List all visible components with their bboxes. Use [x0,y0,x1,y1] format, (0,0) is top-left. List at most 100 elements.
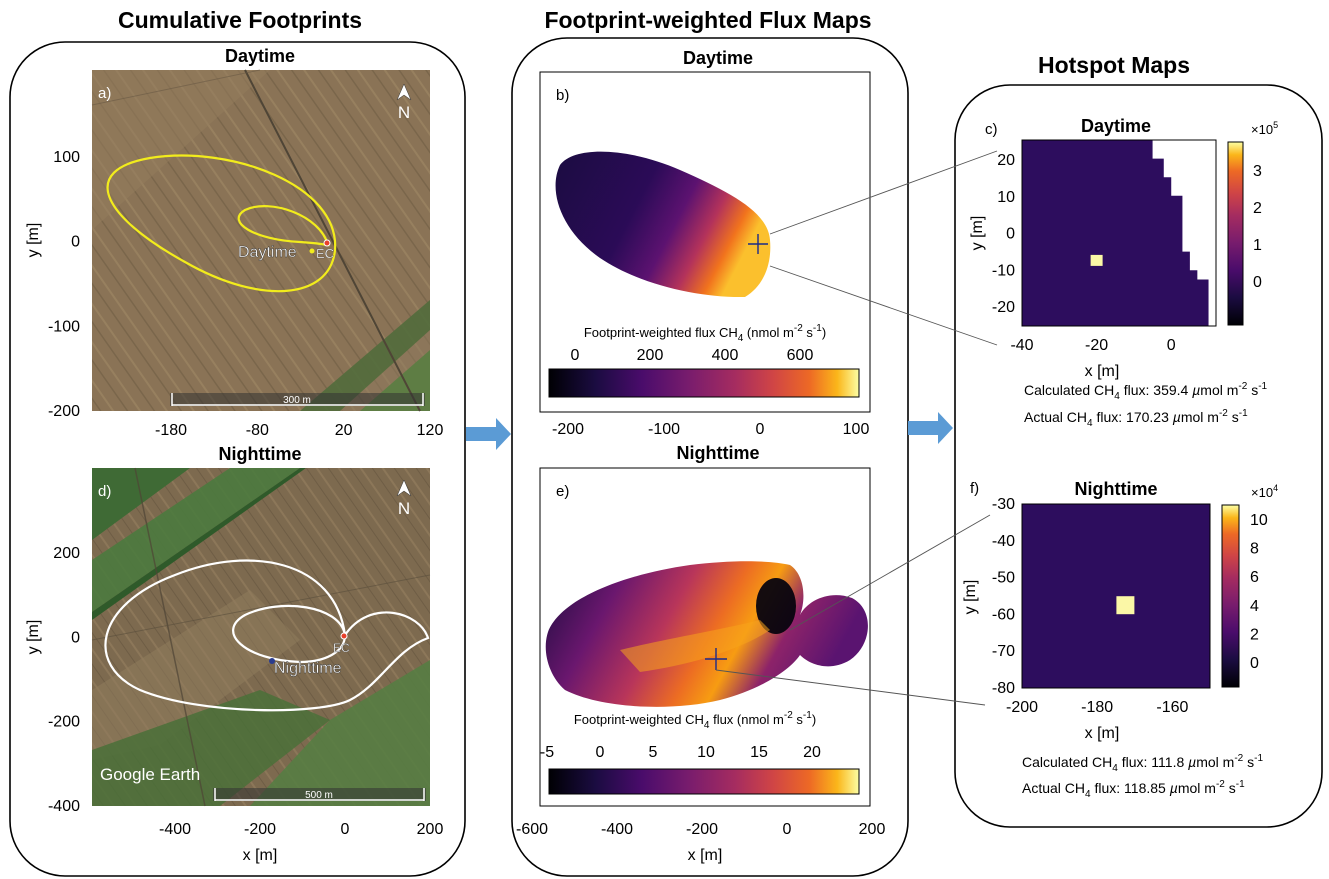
x-axis-ticks: -400 -200 0 200 [159,821,443,838]
connector-line [789,514,991,631]
x-tick-label: -200 [244,821,276,838]
x-tick-label: -80 [246,422,269,439]
y-axis-label: y [m] [25,620,42,655]
x-tick-label: 10 [697,744,715,761]
x-tick-label: -400 [159,821,191,838]
axes-box [539,71,871,413]
colorbar [1227,141,1244,326]
arrow-right-icon [908,412,953,444]
daytime-marker [309,248,315,254]
no-data-region [1152,140,1216,326]
svg-text:300 m: 300 m [283,395,311,406]
panel-d: Nighttime Nighttime EC d) N Google Earth [25,444,443,864]
panel-f: Nighttime f) -30 -40 -50 -60 -70 -80 -200 -180… [962,479,1278,800]
x-tick-label: 0 [596,744,605,761]
arrow-right-icon [466,418,511,450]
panel-a-letter: a) [98,85,111,102]
y-tick-label: 10 [997,189,1015,206]
x-tick-label: 15 [750,744,768,761]
y-tick-label: -40 [992,533,1015,550]
colorbar-ticks: -5 0 5 10 15 20 [540,744,821,761]
footprint-contour-outer [104,559,430,712]
x-axis-ticks: -200 -180 -160 [1006,699,1189,716]
scale-bar: 500 m [213,788,426,801]
y-tick-label: -30 [992,496,1015,513]
x-axis-label: x [m] [688,847,723,864]
axes-box [539,467,871,807]
y-axis-label: y [m] [962,580,979,615]
colorbar [548,368,860,398]
colorbar-multiplier: ×105 [1251,120,1278,137]
x-tick-label: -180 [1081,699,1113,716]
y-tick-label: 0 [1006,226,1015,243]
frame-footprints [9,41,466,877]
y-tick-label: 0 [71,234,80,251]
y-tick-label: 8 [1250,541,1259,558]
x-tick-label: -100 [648,421,680,438]
panel-a: Daytime Daytime EC a) N 300 m 100 0 -100 [25,46,443,439]
y-tick-label: -200 [48,403,80,420]
y-axis-ticks: 20 10 0 -10 -20 [992,152,1015,316]
panel-d-letter: d) [98,483,111,500]
y-tick-label: 10 [1250,512,1268,529]
y-tick-label: -100 [48,318,80,335]
ec-tower-marker [340,632,348,640]
x-tick-label: 5 [649,744,658,761]
nighttime-marker [269,658,275,664]
x-tick-label: 0 [783,821,792,838]
axes-box [1021,139,1217,327]
y-tick-label: 200 [53,545,80,562]
satellite-map-night [91,467,431,807]
frame-hotspot [954,84,1323,828]
y-tick-label: 2 [1250,626,1259,643]
section-title-footprints: Cumulative Footprints [118,7,362,33]
y-axis-label: y [m] [969,216,986,251]
ec-label: EC [316,246,334,261]
x-tick-label: -200 [552,421,584,438]
y-tick-label: 100 [53,149,80,166]
panel-b: Daytime b) Footprint-weighted flux CH4 (… [539,48,871,438]
x-tick-label: 20 [335,422,353,439]
x-tick-label: 20 [803,744,821,761]
satellite-map-day [91,69,430,412]
x-tick-label: 200 [637,347,664,364]
y-tick-label: 0 [1250,655,1259,672]
colorbar-ticks: 10 8 6 4 2 0 [1250,512,1268,672]
x-axis-ticks: -180 -80 20 120 [155,422,443,439]
svg-text:500 m: 500 m [305,790,333,801]
x-tick-label: 100 [843,421,870,438]
x-tick-label: 0 [756,421,765,438]
x-tick-label: -40 [1010,337,1033,354]
panel-a-title: Daytime [225,46,295,66]
nighttime-label: Nighttime [274,660,342,677]
colorbar-multiplier: ×104 [1251,483,1278,500]
x-tick-label: -600 [516,821,548,838]
y-tick-label: 6 [1250,569,1259,586]
google-earth-watermark: Google Earth [100,765,200,784]
north-arrow-icon: N [396,83,412,122]
colorbar-label: Footprint-weighted flux CH4 (nmol m-2 s-… [584,323,826,344]
colorbar-label: Footprint-weighted CH4 flux (nmol m-2 s-… [574,710,816,731]
x-axis-ticks: -200 -100 0 100 [552,421,869,438]
y-axis-label: y [m] [25,223,42,258]
x-tick-label: -160 [1156,699,1188,716]
y-tick-label: 1 [1253,237,1262,254]
section-title-hotspot: Hotspot Maps [1038,52,1190,78]
ec-tower-marker [323,239,331,247]
calculated-flux-text: Calculated CH4 flux: 359.4 µmol m-2 s-1 [1024,381,1268,402]
panel-f-letter: f) [970,480,979,497]
footprint-contour-outer [106,154,337,293]
y-tick-label: -200 [48,714,80,731]
x-tick-label: -180 [155,422,187,439]
actual-flux-text: Actual CH4 flux: 170.23 µmol m-2 s-1 [1024,408,1248,429]
x-axis-label: x [m] [1085,363,1120,380]
panel-e: Nighttime e) Footprint-weighted CH4 flux… [516,443,885,864]
panel-e-title: Nighttime [677,443,760,463]
x-tick-label: 200 [859,821,886,838]
x-tick-label: 0 [1167,337,1176,354]
scale-bar: 300 m [170,393,425,406]
y-tick-label: 2 [1253,200,1262,217]
panel-c-letter: c) [985,121,998,138]
footprint-contour-inner [237,205,330,247]
